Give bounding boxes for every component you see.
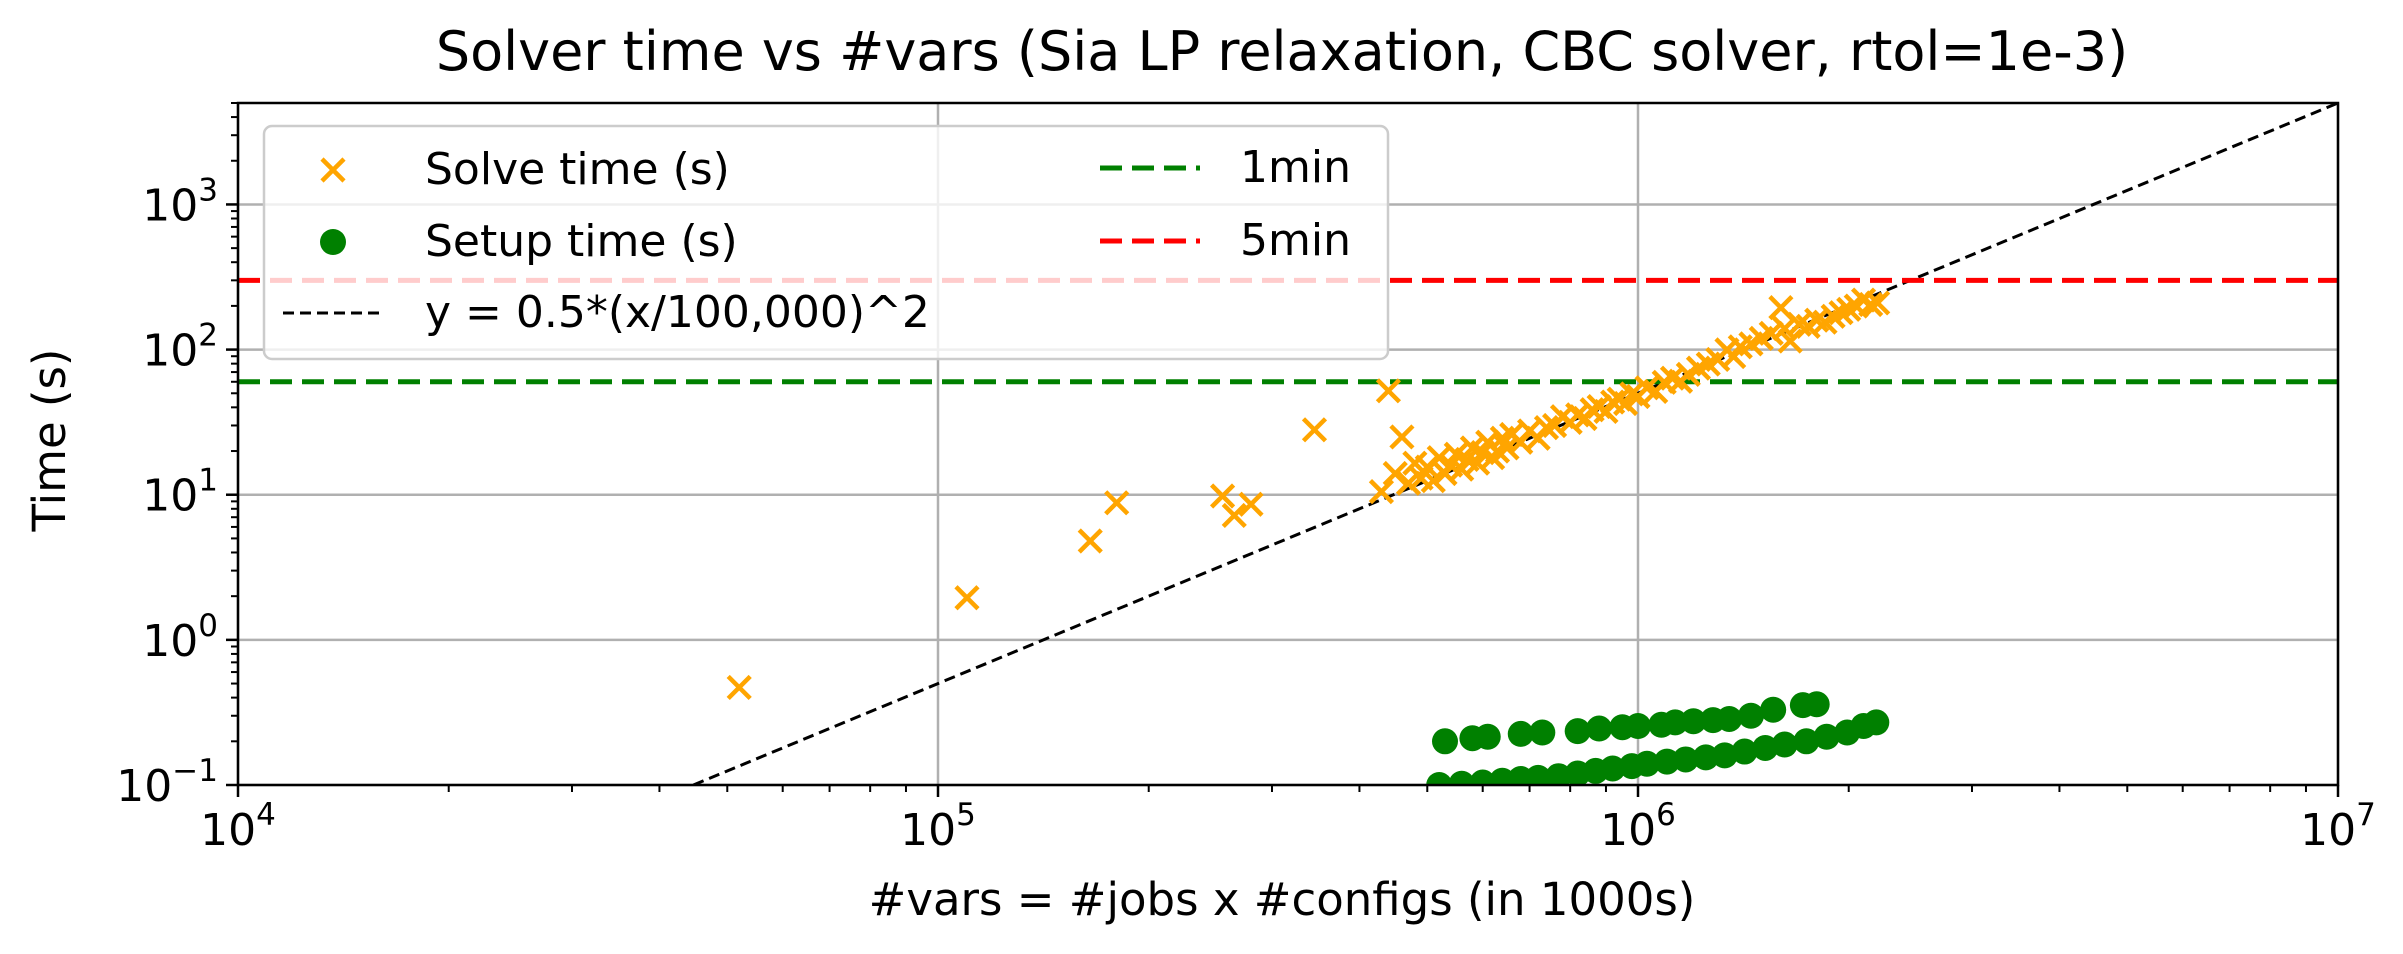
- solve-time-point: [1494, 435, 1520, 461]
- setup-time-point: [1793, 728, 1820, 755]
- setup-time-point: [1752, 734, 1779, 761]
- setup-time-point: [1633, 750, 1660, 777]
- y-tick-label: 10−1: [116, 753, 218, 812]
- setup-time-point: [1545, 763, 1572, 785]
- setup-time-point: [1803, 691, 1830, 718]
- solve-time-point: [1565, 402, 1591, 428]
- solve-time-point: [1865, 290, 1891, 316]
- legend-marker-solve: [320, 157, 346, 183]
- legend-label: 5min: [1240, 215, 1351, 266]
- solve-time-point: [1077, 528, 1103, 554]
- setup-time-point: [1716, 705, 1743, 732]
- chart-title: Solver time vs #vars (Sia LP relaxation,…: [436, 20, 2128, 83]
- solve-time-point: [726, 674, 752, 701]
- solve-time-point: [1209, 483, 1236, 509]
- setup-time-point: [1711, 742, 1738, 769]
- solve-time-point: [1619, 381, 1645, 407]
- solve-time-point: [1238, 491, 1264, 517]
- legend: Solve time (s) Setup time (s) y = 0.5*(x/1…: [262, 124, 1390, 361]
- solve-time-point: [1772, 316, 1798, 342]
- setup-time-point: [1760, 696, 1787, 723]
- solve-time-point: [1758, 320, 1784, 346]
- y-axis-label: Time (s): [23, 349, 76, 533]
- setup-time-point: [1525, 764, 1552, 785]
- x-tick-label: 106: [1600, 797, 1676, 856]
- fit-line: [689, 103, 2338, 785]
- legend-label: 1min: [1240, 142, 1351, 193]
- setup-time-point: [1653, 748, 1680, 775]
- y-tick-label: 101: [142, 463, 218, 522]
- x-axis-label: #vars = #jobs x #configs (in 1000s): [869, 873, 1696, 926]
- solve-time-point: [1533, 415, 1560, 441]
- solve-time-point: [1382, 460, 1408, 487]
- legend-label: y = 0.5*(x/100,000)^2: [425, 287, 930, 338]
- solve-time-point: [1836, 296, 1862, 322]
- setup-time-point: [1448, 770, 1475, 785]
- x-tick-label: 104: [200, 797, 276, 856]
- solve-time-point: [1858, 291, 1884, 318]
- setup-time-point: [1672, 746, 1699, 773]
- setup-time-point: [1771, 731, 1798, 758]
- solve-time-point: [1221, 502, 1247, 529]
- y-tick-label: 102: [142, 318, 218, 377]
- x-tick-label: 105: [900, 797, 976, 856]
- setup-time-point: [1564, 718, 1591, 745]
- setup-time-point: [1692, 744, 1719, 771]
- solve-time-point: [1389, 424, 1415, 450]
- setup-time-point: [1529, 719, 1556, 746]
- solve-time-point: [1828, 300, 1854, 326]
- solve-time-point: [954, 585, 980, 611]
- x-tick-label: 107: [2300, 797, 2376, 856]
- setup-time-point: [1863, 709, 1890, 736]
- setup-time-point: [1426, 772, 1453, 785]
- setup-time-point: [1599, 755, 1626, 782]
- setup-time-point: [1507, 720, 1534, 747]
- solve-time-point: [1104, 490, 1130, 516]
- plot-area: [238, 103, 2338, 785]
- legend-label: Solve time (s): [425, 144, 730, 195]
- legend-box: [262, 124, 1390, 361]
- legend-marker-setup: [320, 229, 346, 255]
- axes-frame: [236, 101, 2340, 787]
- y-tick-label: 100: [142, 608, 218, 667]
- setup-time-point: [1680, 708, 1707, 735]
- solve-time-point: [1368, 479, 1395, 505]
- solve-time-point: [1777, 328, 1803, 354]
- solve-time-point: [1301, 417, 1328, 443]
- legend-label: Setup time (s): [425, 216, 738, 267]
- setup-time-point: [1469, 769, 1496, 785]
- setup-time-point: [1737, 702, 1764, 729]
- setup-time-point: [1731, 738, 1758, 765]
- y-tick-label: 103: [142, 172, 218, 231]
- setup-time-point: [1625, 712, 1651, 739]
- axes: 104 105 106 107 10−1 100 101 102 103: [116, 101, 2376, 856]
- setup-time-point: [1431, 728, 1458, 755]
- solve-time-point: [1375, 378, 1402, 404]
- setup-time-point: [1586, 715, 1613, 742]
- setup-time-point: [1474, 723, 1501, 750]
- setup-time-point: [1813, 723, 1840, 750]
